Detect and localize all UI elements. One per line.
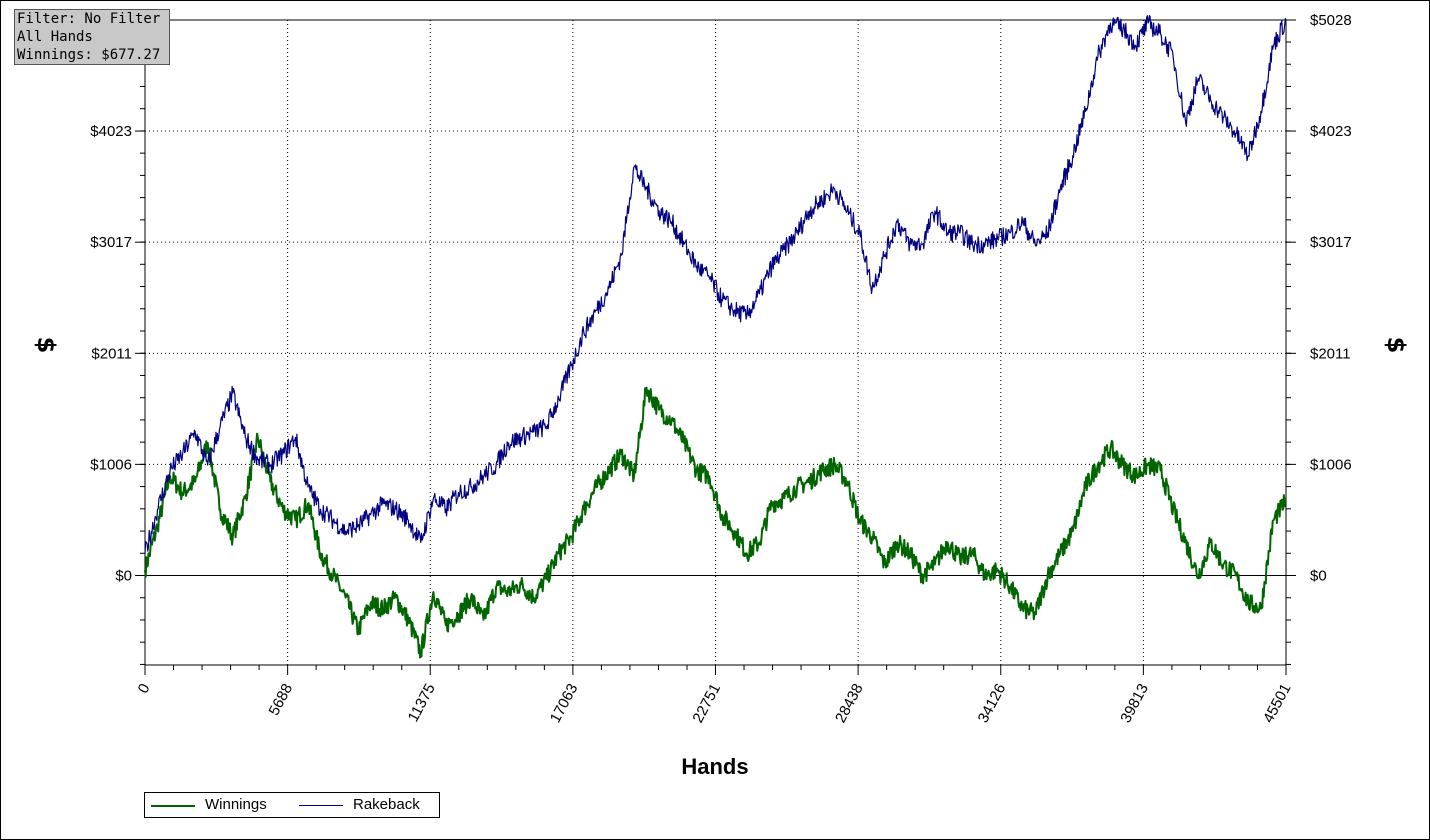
- x-tick-label: 11375: [405, 681, 439, 725]
- y-tick-label-left: $0: [115, 568, 132, 585]
- y-axis-title-right: $: [1382, 337, 1410, 354]
- legend-swatch-rakeback: [299, 805, 343, 806]
- y-tick-labels-left: $0 $1006 $2011 $3017 $4023: [90, 123, 132, 584]
- filter-info-box: Filter: No Filter All Hands Winnings: $6…: [14, 9, 170, 65]
- x-axis-title: Hands: [681, 754, 748, 779]
- x-tick-label: 5688: [265, 681, 296, 718]
- y-tick-labels-right: $0 $1006 $2011 $3017 $4023 $5028: [1310, 12, 1352, 585]
- legend-label-winnings: Winnings: [205, 796, 267, 813]
- legend-swatch-winnings: [151, 805, 195, 807]
- x-tick-label: 34126: [975, 681, 1010, 726]
- y-axis-title-left: $: [32, 337, 60, 354]
- x-tick-label: 17063: [547, 681, 582, 726]
- y-tick-label-left: $1006: [90, 456, 132, 473]
- x-tick-label: 45501: [1260, 681, 1295, 726]
- hands-line: All Hands: [17, 29, 93, 45]
- y-tick-label-right: $0: [1310, 568, 1327, 585]
- grid: [144, 20, 1287, 665]
- y-tick-label-left: $2011: [91, 345, 132, 362]
- x-tick-label: 0: [135, 681, 154, 696]
- x-tick-label: 22751: [689, 681, 724, 726]
- y-tick-label-right: $5028: [1310, 12, 1352, 29]
- y-tick-label-left: $3017: [90, 234, 132, 251]
- series-lines: [144, 15, 1287, 659]
- y-tick-label-right: $1006: [1310, 456, 1352, 473]
- y-tick-label-right: $4023: [1310, 123, 1352, 140]
- x-tick-label: 28438: [832, 681, 867, 726]
- y-tick-label-left: $4023: [90, 123, 132, 140]
- x-tick-labels: 0 5688 11375 17063 22751 28438 34126 39813 45501: [135, 681, 1295, 726]
- legend-label-rakeback: Rakeback: [353, 796, 420, 813]
- series-line-winnings: [144, 386, 1287, 659]
- winnings-line: Winnings: $677.27: [17, 47, 161, 63]
- x-tick-label: 39813: [1117, 681, 1152, 726]
- y-tick-label-right: $2011: [1310, 345, 1351, 362]
- series-line-rakeback: [144, 15, 1287, 554]
- filter-line: Filter: No Filter: [17, 11, 161, 27]
- legend: Winnings Rakeback: [144, 792, 440, 818]
- y-tick-label-right: $3017: [1310, 234, 1352, 251]
